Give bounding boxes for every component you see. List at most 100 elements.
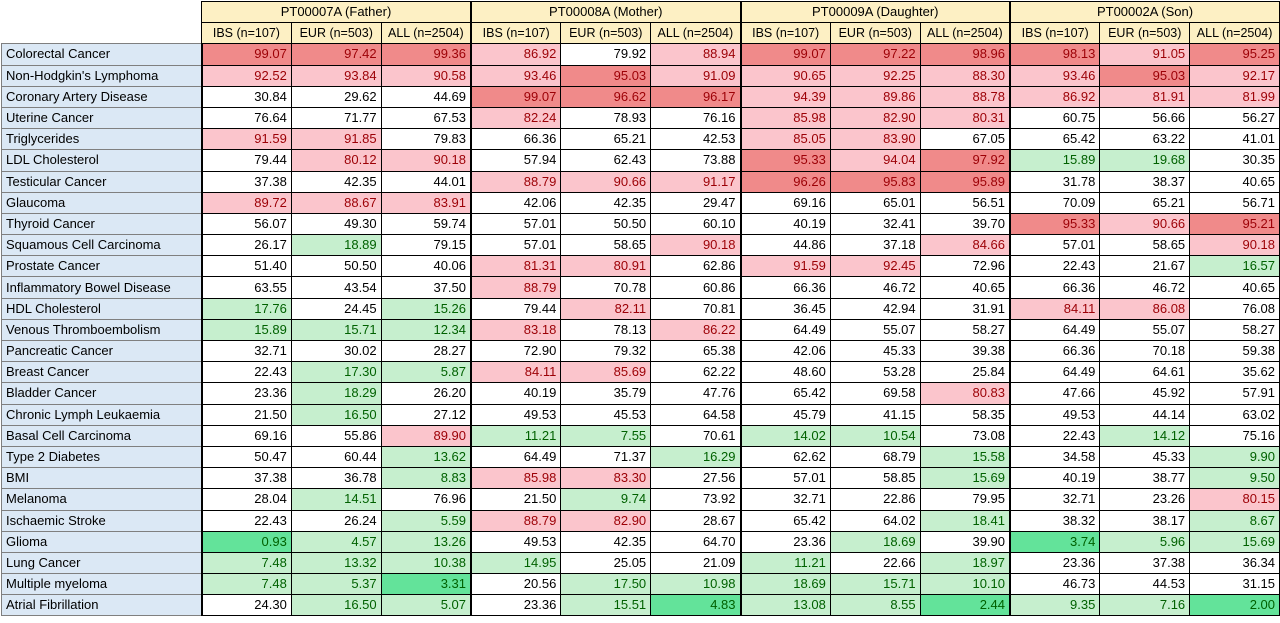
percentile-cell: 79.44 [470, 297, 562, 320]
percentile-cell: 69.58 [829, 382, 921, 405]
percentile-cell: 30.02 [290, 339, 382, 363]
percentile-cell: 66.36 [739, 276, 831, 299]
percentile-cell: 13.26 [380, 530, 472, 553]
percentile-cell: 73.92 [650, 488, 741, 511]
table-row: Thyroid Cancer 56.07 49.30 59.74 57.01 50.50 6… [1, 212, 1280, 236]
percentile-cell: 85.69 [560, 361, 652, 384]
disease-name: Atrial Fibrillation [1, 594, 202, 617]
percentile-cell: 15.58 [919, 445, 1011, 469]
col-header-eur: EUR (n=503) [829, 22, 921, 45]
percentile-cell: 18.89 [290, 234, 382, 257]
percentile-cell: 25.05 [560, 551, 652, 575]
percentile-cell: 22.86 [829, 488, 921, 511]
percentile-cell: 41.01 [1189, 128, 1280, 151]
percentile-cell: 32.71 [200, 339, 292, 363]
percentile-cell: 26.17 [200, 234, 292, 257]
percentile-cell: 65.42 [739, 382, 831, 405]
percentile-cell: 47.66 [1009, 382, 1101, 405]
percentile-cell: 35.62 [1189, 361, 1280, 384]
percentile-cell: 14.02 [739, 424, 831, 447]
percentile-cell: 13.32 [290, 551, 382, 575]
percentile-cell: 65.42 [739, 509, 831, 532]
percentile-cell: 20.56 [470, 573, 562, 596]
percentile-cell: 38.32 [1009, 509, 1101, 532]
percentile-cell: 29.62 [290, 85, 382, 108]
percentile-cell: 40.19 [470, 382, 562, 405]
person-header-daughter: PT00009A (Daughter) [739, 0, 1011, 24]
disease-name: Ischaemic Stroke [1, 509, 202, 532]
person-header-mother: PT00008A (Mother) [470, 0, 742, 24]
percentile-cell: 18.69 [829, 530, 921, 553]
percentile-cell: 13.62 [380, 445, 472, 469]
percentile-cell: 82.24 [470, 106, 562, 130]
percentile-cell: 5.59 [380, 509, 472, 532]
percentile-cell: 40.65 [1189, 276, 1280, 299]
percentile-cell: 56.66 [1099, 106, 1191, 130]
percentile-cell: 42.53 [650, 128, 741, 151]
col-header-eur: EUR (n=503) [560, 22, 652, 45]
percentile-cell: 2.00 [1189, 594, 1280, 617]
percentile-cell: 16.57 [1189, 255, 1280, 278]
percentile-cell: 66.36 [1009, 276, 1101, 299]
percentile-cell: 7.48 [200, 551, 292, 575]
percentile-cell: 41.15 [829, 403, 921, 426]
disease-name: Testicular Cancer [1, 170, 202, 193]
corner-cell [1, 1, 202, 23]
percentile-cell: 65.21 [560, 128, 652, 151]
percentile-cell: 79.44 [200, 149, 292, 172]
percentile-cell: 95.83 [829, 170, 921, 193]
percentile-cell: 30.35 [1189, 149, 1280, 172]
percentile-cell: 13.08 [739, 594, 831, 617]
disease-name: Pancreatic Cancer [1, 339, 202, 363]
percentile-cell: 60.86 [650, 276, 741, 299]
percentile-cell: 59.38 [1189, 339, 1280, 363]
percentile-cell: 85.98 [739, 106, 831, 130]
percentile-cell: 58.27 [1189, 318, 1280, 342]
percentile-cell: 50.50 [290, 255, 382, 278]
percentile-cell: 96.17 [650, 85, 741, 108]
percentile-cell: 71.77 [290, 106, 382, 130]
percentile-cell: 4.83 [650, 594, 741, 617]
percentile-cell: 84.66 [919, 234, 1011, 257]
disease-name: Melanoma [1, 488, 202, 511]
percentile-cell: 15.89 [1009, 149, 1101, 172]
percentile-cell: 14.12 [1099, 424, 1191, 447]
percentile-cell: 80.15 [1189, 488, 1280, 511]
percentile-cell: 88.78 [919, 85, 1011, 108]
percentile-cell: 70.81 [650, 297, 741, 320]
percentile-cell: 31.15 [1189, 573, 1280, 596]
percentile-cell: 89.86 [829, 85, 921, 108]
percentile-cell: 37.38 [200, 170, 292, 193]
percentile-cell: 42.06 [739, 339, 831, 363]
percentile-cell: 69.16 [200, 424, 292, 447]
percentile-cell: 32.41 [829, 212, 921, 236]
percentile-cell: 24.30 [200, 594, 292, 617]
col-header-ibs: IBS (n=107) [739, 22, 831, 45]
percentile-cell: 58.65 [560, 234, 652, 257]
percentile-cell: 56.71 [1189, 191, 1280, 214]
percentile-cell: 98.96 [919, 43, 1011, 66]
percentile-cell: 88.30 [919, 64, 1011, 87]
percentile-cell: 90.66 [1099, 212, 1191, 236]
table-row: Coronary Artery Disease 30.84 29.62 44.69 99… [1, 85, 1280, 108]
percentile-cell: 93.46 [470, 64, 562, 87]
percentile-cell: 88.67 [290, 191, 382, 214]
percentile-cell: 22.66 [829, 551, 921, 575]
percentile-cell: 48.60 [739, 361, 831, 384]
percentile-cell: 19.68 [1099, 149, 1191, 172]
percentile-cell: 90.18 [1189, 234, 1280, 257]
percentile-cell: 22.43 [1009, 255, 1101, 278]
percentile-cell: 14.51 [290, 488, 382, 511]
percentile-cell: 17.50 [560, 573, 652, 596]
percentile-cell: 45.79 [739, 403, 831, 426]
percentile-cell: 7.48 [200, 573, 292, 596]
percentile-cell: 93.46 [1009, 64, 1101, 87]
percentile-cell: 31.78 [1009, 170, 1101, 193]
disease-name: Coronary Artery Disease [1, 85, 202, 108]
disease-name: Thyroid Cancer [1, 212, 202, 236]
percentile-cell: 21.67 [1099, 255, 1191, 278]
percentile-cell: 45.33 [829, 339, 921, 363]
percentile-cell: 40.65 [919, 276, 1011, 299]
percentile-cell: 68.79 [829, 445, 921, 469]
percentile-cell: 88.79 [470, 170, 562, 193]
